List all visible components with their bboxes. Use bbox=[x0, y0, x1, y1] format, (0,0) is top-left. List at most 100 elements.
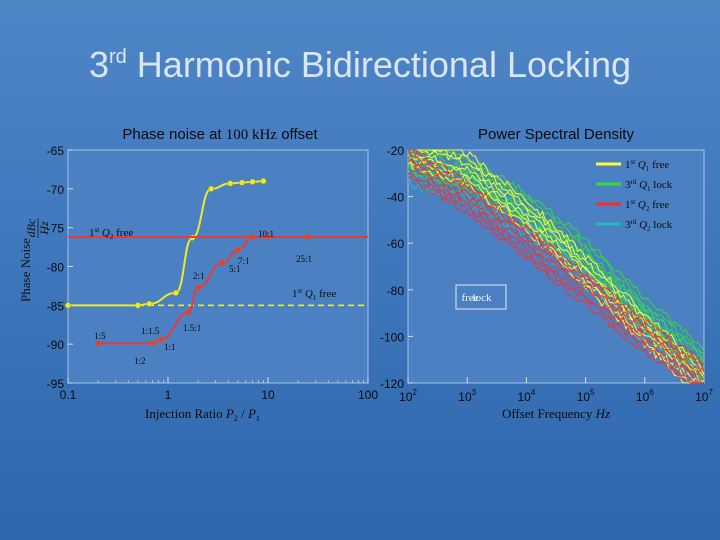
overlapped-labels: free lock bbox=[455, 284, 507, 310]
data-point bbox=[234, 247, 241, 254]
data-point bbox=[64, 302, 71, 309]
data-point bbox=[239, 179, 246, 186]
legend-label: 3rd Q1 lock bbox=[625, 178, 673, 193]
legend-label: 1st Q2 free bbox=[625, 198, 669, 213]
left-y-ticks: -65 -70 -75 -80 -85 -90 -95 bbox=[47, 144, 73, 391]
left-annotations: 10:1 7:1 5:1 25:1 2:1 1:5 1:1.5 1.5:1 1:… bbox=[94, 229, 312, 366]
right-y-tick-label: -40 bbox=[387, 191, 405, 205]
data-point bbox=[249, 233, 256, 240]
right-x-tick-label: 104 bbox=[517, 388, 535, 404]
left-chart-title: Phase noise at 100 kHz offset bbox=[122, 126, 318, 143]
data-point bbox=[265, 233, 272, 240]
slide-title: 3rd Harmonic Bidirectional Locking bbox=[0, 44, 720, 86]
psd-chart: Power Spectral Density -20-40-60-80-100-… bbox=[380, 126, 713, 421]
psd-trace bbox=[407, 151, 705, 372]
data-point bbox=[134, 302, 141, 309]
annot-7-1: 7:1 bbox=[238, 256, 250, 266]
right-y-tick-label: -100 bbox=[380, 330, 404, 344]
right-x-tick-label: 103 bbox=[458, 388, 476, 404]
right-x-tick-label: 105 bbox=[577, 388, 595, 404]
left-x-tick-label: 0.1 bbox=[60, 388, 77, 402]
annot-10-1: 10:1 bbox=[258, 229, 274, 239]
psd-trace bbox=[408, 149, 705, 384]
right-x-axis-label: Offset Frequency Hz bbox=[502, 406, 610, 421]
data-point bbox=[185, 309, 192, 316]
left-y-tick-label: -70 bbox=[47, 183, 65, 197]
left-y-tick-label: -65 bbox=[47, 144, 65, 158]
data-point bbox=[219, 259, 226, 266]
left-plot-area bbox=[67, 149, 369, 384]
right-y-tick-label: -80 bbox=[387, 284, 405, 298]
psd-trace bbox=[407, 167, 705, 384]
baseline-label-q2: 1st Q2 free bbox=[89, 226, 133, 241]
data-point bbox=[249, 178, 256, 185]
psd-trace bbox=[407, 149, 705, 366]
annot-1-1: 1:1 bbox=[164, 342, 176, 352]
left-x-axis-label: Injection Ratio P2 / P1 bbox=[145, 406, 260, 423]
left-y-tick-label: -80 bbox=[47, 261, 65, 275]
psd-trace bbox=[407, 159, 705, 380]
annot-1.5-1: 1.5:1 bbox=[183, 323, 201, 333]
y-unit-denominator: Hz bbox=[37, 221, 51, 236]
y-unit-numerator: dBc bbox=[24, 218, 38, 237]
series-curve bbox=[67, 180, 264, 307]
data-point bbox=[149, 340, 156, 347]
psd-trace bbox=[407, 172, 704, 384]
series-curve bbox=[98, 235, 308, 345]
psd-trace bbox=[407, 160, 704, 384]
right-y-tick-label: -20 bbox=[387, 144, 405, 158]
psd-trace bbox=[408, 149, 705, 354]
data-point bbox=[195, 284, 202, 291]
title-superscript: rd bbox=[108, 46, 127, 68]
left-series bbox=[64, 178, 368, 347]
psd-trace bbox=[408, 149, 705, 352]
right-x-tick-label: 102 bbox=[399, 388, 417, 404]
right-x-tick-label: 106 bbox=[636, 388, 654, 404]
psd-trace bbox=[407, 176, 704, 384]
left-x-tick-label: 10 bbox=[261, 388, 275, 402]
right-series bbox=[407, 149, 705, 384]
right-x-tick-label: 107 bbox=[695, 388, 713, 404]
left-y-axis-label: Phase Noise bbox=[18, 238, 33, 302]
annot-1-2: 1:2 bbox=[134, 356, 146, 366]
left-y-tick-label: -90 bbox=[47, 338, 65, 352]
left-y-tick-label: -85 bbox=[47, 299, 65, 313]
right-chart-title: Power Spectral Density bbox=[478, 126, 634, 143]
legend-label: 3rd Q2 lock bbox=[625, 218, 673, 233]
baseline-label-q1: 1st Q1 free bbox=[292, 287, 336, 302]
left-x-ticks: 0.1 1 10 100 bbox=[60, 377, 378, 402]
right-y-ticks: -20 -40 -60 -80 -100 -120 bbox=[380, 144, 413, 391]
annot-1-5: 1:5 bbox=[94, 331, 106, 341]
data-point bbox=[304, 233, 311, 240]
overlap-label-1: free bbox=[461, 292, 478, 304]
data-point bbox=[227, 180, 234, 187]
overlap-label-box bbox=[455, 284, 507, 310]
phase-noise-chart: Phase noise at 100 kHz offset Phase Nois… bbox=[18, 126, 378, 423]
psd-trace bbox=[408, 149, 705, 372]
overlap-label-2: lock bbox=[473, 292, 492, 304]
annot-1-1.5: 1:1.5 bbox=[141, 326, 160, 336]
data-point bbox=[260, 178, 267, 185]
data-point bbox=[208, 185, 215, 192]
annot-5-1: 5:1 bbox=[229, 264, 241, 274]
left-x-tick-label: 100 bbox=[358, 388, 378, 402]
data-point bbox=[157, 336, 164, 343]
annot-25-1: 25:1 bbox=[296, 254, 312, 264]
data-point bbox=[95, 340, 102, 347]
annot-2-1: 2:1 bbox=[193, 271, 205, 281]
data-point bbox=[146, 300, 153, 307]
psd-trace bbox=[407, 153, 705, 374]
right-y-tick-label: -120 bbox=[380, 377, 404, 391]
right-y-tick-label: -60 bbox=[387, 237, 405, 251]
psd-legend: 1st Q1 free 3rd Q1 lock 1st Q2 free 3rd Q2 … bbox=[596, 158, 673, 233]
legend-label: 1st Q1 free bbox=[625, 158, 669, 173]
left-x-tick-label: 1 bbox=[165, 388, 172, 402]
right-plot-area bbox=[407, 149, 705, 384]
title-main: Harmonic Bidirectional Locking bbox=[136, 44, 632, 85]
data-point bbox=[172, 289, 179, 296]
left-y-tick-label: -75 bbox=[47, 222, 65, 236]
left-y-tick-label: -95 bbox=[47, 377, 65, 391]
left-y-axis-unit: dBc Hz bbox=[24, 218, 51, 238]
legend-items: 1st Q1 free 3rd Q1 lock 1st Q2 free 3rd Q2 … bbox=[596, 158, 673, 233]
